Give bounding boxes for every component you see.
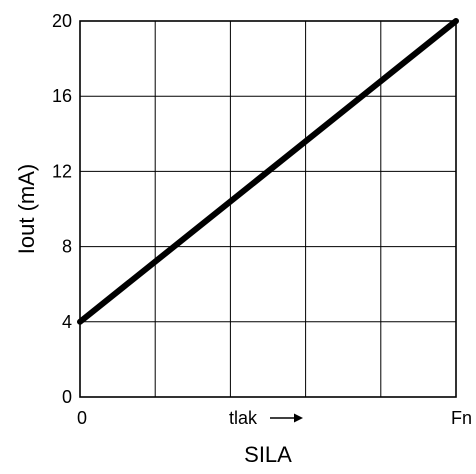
grid: [80, 21, 456, 397]
series-line-layer: [77, 18, 459, 325]
y-axis-title: Iout (mA): [14, 164, 39, 254]
y-tick-label: 16: [52, 86, 72, 106]
y-tick-label: 0: [62, 387, 72, 407]
y-tick-labels: 0 4 8 12 16 20: [52, 11, 72, 407]
series-line: [77, 18, 459, 325]
y-tick-label: 4: [62, 312, 72, 332]
x-direction-annotation: tlak: [229, 408, 258, 428]
plot-frame: [79, 20, 457, 398]
x-tick-labels: 0 Fn: [77, 408, 472, 428]
x-axis-title: SILA: [244, 442, 292, 467]
arrow-right-icon: [270, 413, 303, 423]
x-tick-label: Fn: [451, 408, 472, 428]
y-tick-label: 8: [62, 237, 72, 257]
y-tick-label: 20: [52, 11, 72, 31]
x-tick-label: 0: [77, 408, 87, 428]
y-tick-label: 12: [52, 161, 72, 181]
